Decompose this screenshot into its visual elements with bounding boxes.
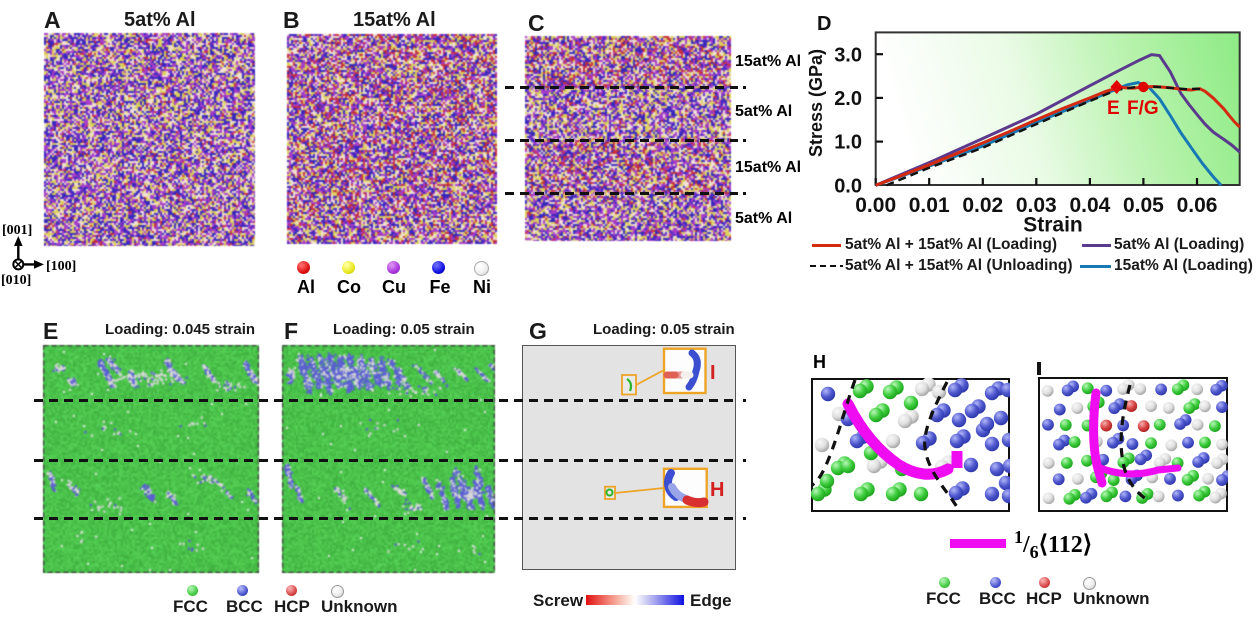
- svg-text:0.04: 0.04: [1069, 194, 1110, 217]
- svg-text:D: D: [817, 13, 831, 35]
- svg-text:2.0: 2.0: [834, 88, 862, 110]
- svg-text:0.03: 0.03: [1016, 194, 1057, 217]
- svg-text:[001]: [001]: [2, 223, 32, 238]
- svg-text:1.0: 1.0: [834, 132, 862, 154]
- svg-text:E: E: [1107, 98, 1120, 119]
- svg-text:0.00: 0.00: [855, 194, 896, 217]
- svg-text:[100]: [100]: [46, 259, 76, 274]
- svg-text:[010]: [010]: [1, 273, 31, 288]
- svg-text:0.05: 0.05: [1123, 194, 1164, 217]
- svg-text:3.0: 3.0: [834, 45, 862, 67]
- svg-text:0.02: 0.02: [962, 194, 1003, 217]
- svg-text:H: H: [710, 479, 724, 501]
- svg-text:0.0: 0.0: [834, 176, 862, 198]
- svg-text:0.06: 0.06: [1177, 194, 1218, 217]
- svg-text:I: I: [710, 362, 716, 384]
- svg-text:Strain: Strain: [1023, 214, 1083, 234]
- svg-text:0.01: 0.01: [909, 194, 950, 217]
- svg-text:F/G: F/G: [1127, 98, 1159, 119]
- svg-text:Stress (GPa): Stress (GPa): [808, 49, 826, 157]
